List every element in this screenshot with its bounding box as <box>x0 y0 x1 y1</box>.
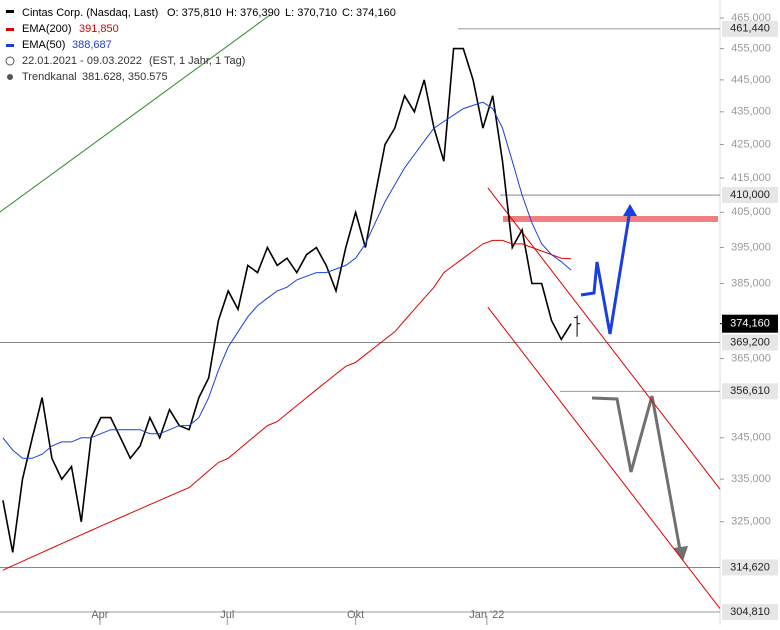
level-label: 369,200 <box>730 336 770 348</box>
y-tick-label: 365,000 <box>731 352 771 364</box>
channel-values: 381.628, 350.575 <box>82 71 168 83</box>
level-box <box>722 559 778 576</box>
legend-swatch <box>6 10 14 13</box>
ohlc-low: L: 370,710 <box>285 7 337 19</box>
period: 22.01.2021 - 09.03.2022 <box>22 55 142 67</box>
y-tick-label: 345,000 <box>731 432 771 444</box>
header: Cintas Corp. (Nasdaq, Last) O: 375,810 H… <box>5 7 396 83</box>
channel-name: Trendkanal <box>22 71 77 83</box>
legend-name: EMA(200) <box>22 23 72 35</box>
y-tick-label: 335,000 <box>731 473 771 485</box>
trend-line <box>0 14 271 213</box>
ohlc-close: C: 374,160 <box>342 7 396 19</box>
legend-swatch <box>6 44 14 47</box>
level-label: 410,000 <box>730 189 770 201</box>
y-tick-label: 395,000 <box>731 241 771 253</box>
level-label: 356,610 <box>730 385 770 397</box>
y-tick-label: 415,000 <box>731 172 771 184</box>
ohlc-high: H: 376,390 <box>226 7 280 19</box>
legend-dot <box>7 74 13 80</box>
resistance-zone <box>503 216 718 222</box>
y-tick-label: 445,000 <box>731 74 771 86</box>
legend-swatch <box>6 28 14 31</box>
channel-line <box>487 306 721 609</box>
x-tick-label: Okt <box>347 609 364 621</box>
y-tick-label: 435,000 <box>731 106 771 118</box>
price-line <box>2 47 572 553</box>
clock-icon <box>5 56 15 66</box>
level-box <box>722 603 778 620</box>
ema-line <box>2 101 572 459</box>
x-tick-label: Apr <box>91 609 108 621</box>
scenario-down <box>591 395 682 551</box>
y-tick-label: 455,000 <box>731 43 771 55</box>
y-tick-label: 405,000 <box>731 206 771 218</box>
y-tick-label: 325,000 <box>731 516 771 528</box>
level-box <box>722 334 778 351</box>
level-box <box>722 187 778 204</box>
ohlc-open: O: 375,810 <box>167 7 221 19</box>
last-price-box <box>722 314 778 333</box>
y-tick-label: 425,000 <box>731 138 771 150</box>
last-price-label: 374,160 <box>730 318 770 330</box>
scenario-up <box>580 209 632 335</box>
channel-line <box>487 187 721 490</box>
level-box <box>722 20 778 37</box>
y-tick-label: 385,000 <box>731 277 771 289</box>
period-note: (EST, 1 Jahr, 1 Tag) <box>149 55 245 67</box>
arrow-head-up <box>623 204 637 216</box>
level-label: 461,440 <box>730 23 770 35</box>
ema-line <box>2 239 572 571</box>
level-box <box>722 383 778 400</box>
x-tick-label: Jul <box>220 609 234 621</box>
level-label: 304,810 <box>730 606 770 618</box>
chart-title: Cintas Corp. (Nasdaq, Last) <box>22 7 158 19</box>
arrow-head-down <box>673 546 688 561</box>
level-label: 314,620 <box>730 561 770 573</box>
legend-name: EMA(50) <box>22 39 65 51</box>
legend-value: 388,687 <box>72 39 112 51</box>
legend-value: 391,850 <box>79 23 119 35</box>
x-tick-label: Jan '22 <box>469 609 504 621</box>
